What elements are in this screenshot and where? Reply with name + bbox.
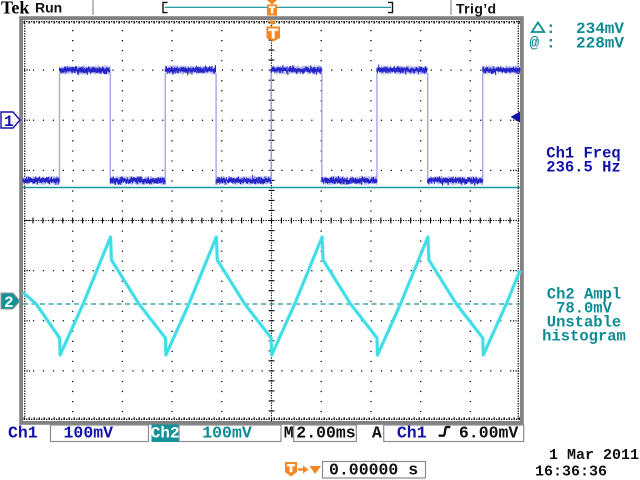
svg-text:Trig’d: Trig’d — [456, 1, 497, 17]
svg-text:228mV: 228mV — [576, 34, 624, 52]
svg-text:Ch2: Ch2 — [151, 425, 180, 443]
svg-text:6.00mV: 6.00mV — [459, 424, 519, 443]
svg-text:2: 2 — [4, 294, 14, 312]
svg-text:M: M — [284, 423, 294, 442]
svg-text:1: 1 — [4, 113, 14, 131]
svg-text:Ch1 Freq: Ch1 Freq — [546, 145, 620, 163]
svg-text:Ch1: Ch1 — [8, 424, 38, 443]
svg-text:Tek: Tek — [1, 0, 29, 18]
svg-text:1 Mar 2011: 1 Mar 2011 — [549, 447, 639, 464]
svg-text:histogram: histogram — [542, 328, 626, 346]
svg-text:Ch1: Ch1 — [397, 424, 427, 443]
svg-text:78.0mV: 78.0mV — [556, 300, 613, 318]
svg-text::: : — [546, 20, 556, 38]
svg-text:Ch2 Ampl: Ch2 Ampl — [547, 286, 621, 304]
svg-text::: : — [546, 34, 556, 52]
svg-text:100mV: 100mV — [202, 424, 252, 443]
svg-text:16:36:36: 16:36:36 — [535, 464, 607, 480]
svg-text:236.5 Hz: 236.5 Hz — [546, 159, 620, 177]
svg-text:@: @ — [530, 34, 540, 52]
svg-text:A: A — [372, 423, 382, 442]
svg-text:Run: Run — [35, 0, 62, 16]
svg-text:100mV: 100mV — [64, 424, 114, 443]
svg-text:234mV: 234mV — [576, 20, 624, 38]
svg-text:0.00000 s: 0.00000 s — [329, 461, 418, 480]
svg-text:2.00ms: 2.00ms — [296, 423, 355, 442]
svg-text:Unstable: Unstable — [547, 314, 621, 332]
